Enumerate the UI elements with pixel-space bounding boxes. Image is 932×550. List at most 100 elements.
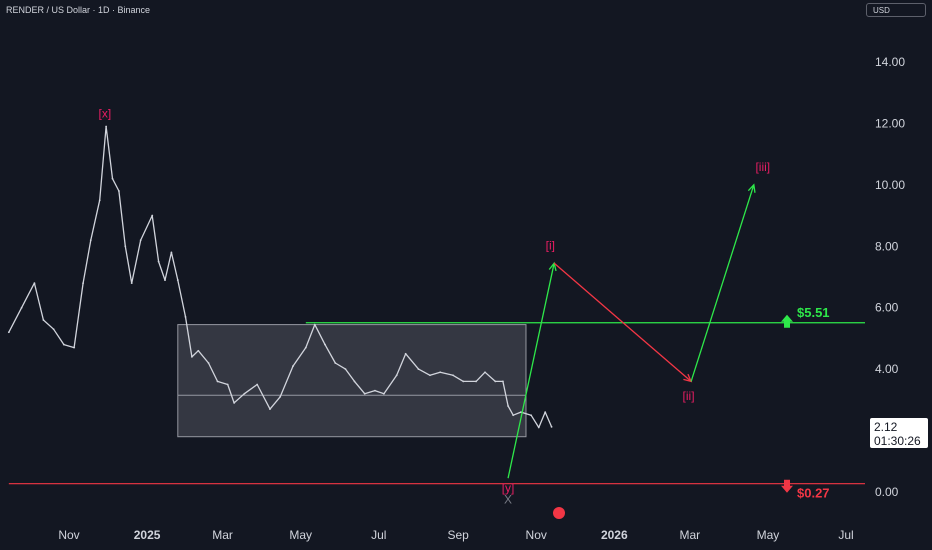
- price-point: [452, 374, 454, 377]
- x-tick-label: Mar: [212, 528, 233, 542]
- price-point: [404, 352, 407, 355]
- wave-label: [ii]: [683, 389, 695, 403]
- y-axis: 14.00 12.00 10.00 8.00 6.00 4.00 0.00: [875, 55, 905, 499]
- x-tick-label: Jul: [838, 528, 853, 542]
- price-point: [324, 343, 326, 346]
- price-point: [89, 239, 92, 242]
- price-point: [395, 374, 398, 377]
- level-label: $0.27: [797, 486, 830, 501]
- price-point: [530, 414, 533, 417]
- price-point: [226, 383, 229, 386]
- y-tick-label: 6.00: [875, 301, 899, 315]
- price-point: [334, 362, 337, 364]
- price-point: [207, 362, 210, 364]
- x-tick-label: Nov: [58, 528, 79, 542]
- price-point: [382, 392, 385, 395]
- price-point: [544, 411, 547, 414]
- arrow-up-icon: [781, 314, 793, 328]
- y-tick-label: 14.00: [875, 55, 905, 69]
- price-series-line: [8, 125, 553, 429]
- price-point: [157, 260, 160, 263]
- wave-label: [i]: [546, 238, 555, 252]
- x-tick-label: Nov: [526, 528, 547, 542]
- wave-label: [x]: [99, 106, 112, 120]
- current-price: 2.12: [874, 420, 898, 434]
- price-point: [118, 190, 120, 192]
- wave-label: X: [504, 493, 512, 507]
- price-point: [374, 389, 376, 392]
- price-point: [507, 405, 509, 407]
- projection-layer: [507, 183, 756, 479]
- price-point: [164, 279, 166, 281]
- price-point: [256, 383, 259, 386]
- projection-segment: [553, 262, 692, 382]
- y-tick-label: 10.00: [875, 178, 905, 192]
- price-point: [519, 411, 522, 414]
- price-point: [353, 380, 356, 383]
- price-point: [197, 349, 200, 352]
- price-point: [344, 368, 347, 371]
- price-point: [269, 408, 271, 410]
- wave-labels-layer: [x] [y]X [i] [ii] [iii]: [99, 106, 770, 519]
- series-layer: [7, 125, 553, 429]
- price-point: [494, 380, 497, 383]
- price-point: [111, 177, 114, 180]
- projection-segment: [690, 184, 755, 382]
- y-tick-label: 0.00: [875, 485, 899, 499]
- symbol-title: RENDER / US Dollar · 1D · Binance: [6, 5, 151, 15]
- price-point: [417, 368, 420, 371]
- price-point: [190, 355, 193, 358]
- wave-label: [iii]: [755, 160, 770, 174]
- price-point: [139, 239, 142, 242]
- x-tick-label: May: [757, 528, 780, 542]
- price-point: [62, 343, 65, 346]
- price-point: [184, 316, 187, 318]
- price-point: [512, 414, 515, 417]
- y-tick-label: 12.00: [875, 116, 905, 130]
- price-point: [304, 346, 307, 349]
- price-point: [7, 331, 10, 334]
- price-point: [279, 395, 282, 398]
- event-icon[interactable]: [553, 507, 565, 519]
- price-point: [33, 282, 36, 285]
- arrow-down-icon: [781, 479, 793, 493]
- x-axis: Nov 2025 Mar May Jul Sep Nov 2026 Mar May Jul: [58, 528, 853, 542]
- price-point: [462, 380, 465, 383]
- level-label: $5.51: [797, 305, 830, 320]
- price-point: [243, 392, 246, 395]
- x-tick-label: 2026: [601, 528, 628, 542]
- y-tick-label: 4.00: [875, 362, 899, 376]
- price-point: [216, 380, 219, 383]
- y-tick-label: 8.00: [875, 239, 899, 253]
- levels-layer: $5.51 $0.27: [8, 305, 865, 501]
- current-price-tag: 2.12 01:30:26: [870, 418, 928, 448]
- price-point: [363, 392, 366, 395]
- x-tick-label: 2025: [134, 528, 161, 542]
- consolidation-range-box: [177, 324, 527, 438]
- x-tick-label: Mar: [679, 528, 700, 542]
- price-point: [124, 245, 127, 248]
- x-tick-label: Sep: [447, 528, 469, 542]
- price-point: [484, 371, 486, 374]
- price-point: [537, 426, 540, 429]
- price-point: [98, 199, 101, 202]
- price-point: [42, 319, 45, 321]
- price-point: [475, 380, 477, 383]
- price-point: [151, 214, 154, 217]
- price-point: [20, 306, 23, 309]
- price-point: [292, 365, 294, 367]
- price-point: [105, 125, 108, 128]
- projection-arrowhead: [747, 183, 756, 193]
- price-point: [82, 282, 84, 285]
- price-point: [52, 328, 55, 331]
- wave-label: [y]: [502, 481, 515, 495]
- price-point: [429, 374, 431, 377]
- price-point: [73, 346, 76, 349]
- price-point: [313, 323, 316, 326]
- price-point: [502, 380, 504, 383]
- x-tick-label: Jul: [371, 528, 386, 542]
- currency-selector[interactable]: USD: [866, 3, 926, 17]
- price-point: [439, 371, 442, 374]
